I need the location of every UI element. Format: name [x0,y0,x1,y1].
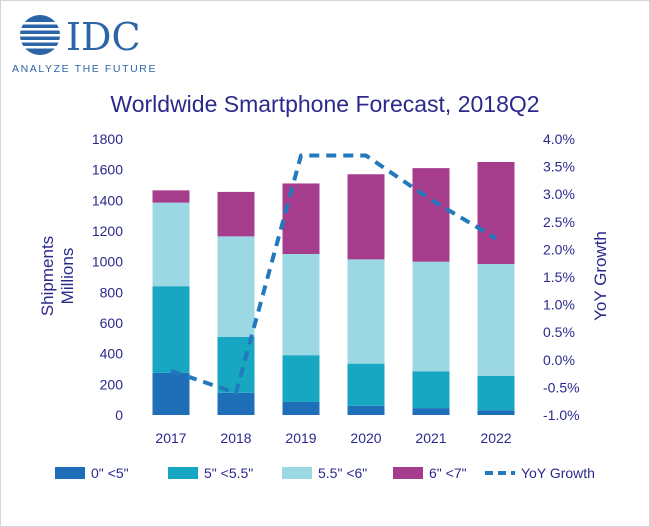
bar-segment [412,168,450,262]
bar-segment [347,363,385,406]
bar-stacks [152,162,515,415]
bar-segment [152,286,190,373]
legend-item: 6" <7" [393,465,467,481]
right-tick-label: -1.0% [543,407,580,423]
bar-segment [477,162,515,264]
logo-wordmark: IDC [66,15,141,59]
bar-segment [152,372,190,415]
x-tick-label: 2018 [220,430,251,446]
logo-tagline: ANALYZE THE FUTURE [12,63,157,75]
bar-segment [477,410,515,415]
legend-item: 0" <5" [55,465,129,481]
right-tick-label: 1.0% [543,297,575,313]
right-tick-label: -0.5% [543,379,580,395]
right-tick-label: 4.0% [543,131,575,147]
yoy-line-layer [170,153,498,395]
yoy-growth-line [170,153,498,395]
legend-item: 5.5" <6" [282,465,367,481]
x-tick-label: 2021 [415,430,446,446]
bar-segment [282,254,320,356]
legend-label: 6" <7" [429,465,467,481]
x-tick-label: 2019 [285,430,316,446]
left-tick-label: 1000 [92,254,123,270]
left-tick-label: 200 [100,376,124,392]
x-axis-labels: 2017 2018 2019 2020 2021 2022 [155,430,511,446]
bar-segment [217,191,255,237]
right-tick-label: 2.5% [543,214,575,230]
left-axis-label: Shipments Millions [38,236,77,316]
idc-logo: IDC ANALYZE THE FUTURE [12,15,157,75]
left-tick-label: 1800 [92,131,123,147]
bar-segment [347,174,385,260]
left-axis-label-line: Millions [58,248,77,305]
bar-segment [477,263,515,376]
left-axis-label-line: Shipments [38,236,57,316]
right-tick-label: 1.5% [543,269,575,285]
bar-segment [347,259,385,364]
x-tick-label: 2020 [350,430,381,446]
legend-item: 5" <5.5" [168,465,253,481]
right-axis-ticks: -1.0% -0.5% 0.0% 0.5% 1.0% 1.5% 2.0% 2.5% 3.0% 3.… [543,131,580,423]
legend-swatch [393,467,423,479]
left-tick-label: 1600 [92,162,123,178]
right-tick-label: 3.0% [543,186,575,202]
left-tick-label: 0 [115,407,123,423]
bar-segment [412,261,450,372]
x-tick-label: 2022 [480,430,511,446]
right-axis-label: YoY Growth [591,231,610,321]
bar-segment [477,375,515,411]
right-tick-label: 0.0% [543,352,575,368]
left-tick-label: 800 [100,284,124,300]
right-tick-label: 3.5% [543,159,575,175]
bar-segment [412,408,450,415]
legend: 0" <5" 5" <5.5" 5.5" <6" 6" <7" YoY Growth [55,465,595,481]
legend-label: 5" <5.5" [204,465,253,481]
left-tick-label: 1400 [92,192,123,208]
bar-segment [282,183,320,254]
legend-item: YoY Growth [485,465,595,481]
x-tick-label: 2017 [155,430,186,446]
left-axis-ticks: 0 200 400 600 800 1000 1200 1400 1600 1800 [92,131,123,423]
legend-label: 5.5" <6" [318,465,367,481]
legend-label: 0" <5" [91,465,129,481]
bar-segment [282,355,320,402]
right-tick-label: 0.5% [543,324,575,340]
bar-segment [217,392,255,415]
legend-label: YoY Growth [521,465,595,481]
globe-icon [18,15,62,55]
left-tick-label: 1200 [92,223,123,239]
bar-segment [282,401,320,415]
bar-segment [347,405,385,415]
legend-swatch [282,467,312,479]
chart-title: Worldwide Smartphone Forecast, 2018Q2 [110,91,539,117]
right-tick-label: 2.0% [543,241,575,257]
legend-swatch [55,467,85,479]
bar-segment [217,236,255,337]
left-tick-label: 600 [100,315,124,331]
legend-swatch [168,467,198,479]
bar-segment [217,336,255,393]
left-tick-label: 400 [100,346,124,362]
bar-segment [152,190,190,203]
bar-segment [152,202,190,287]
bar-segment [412,371,450,409]
